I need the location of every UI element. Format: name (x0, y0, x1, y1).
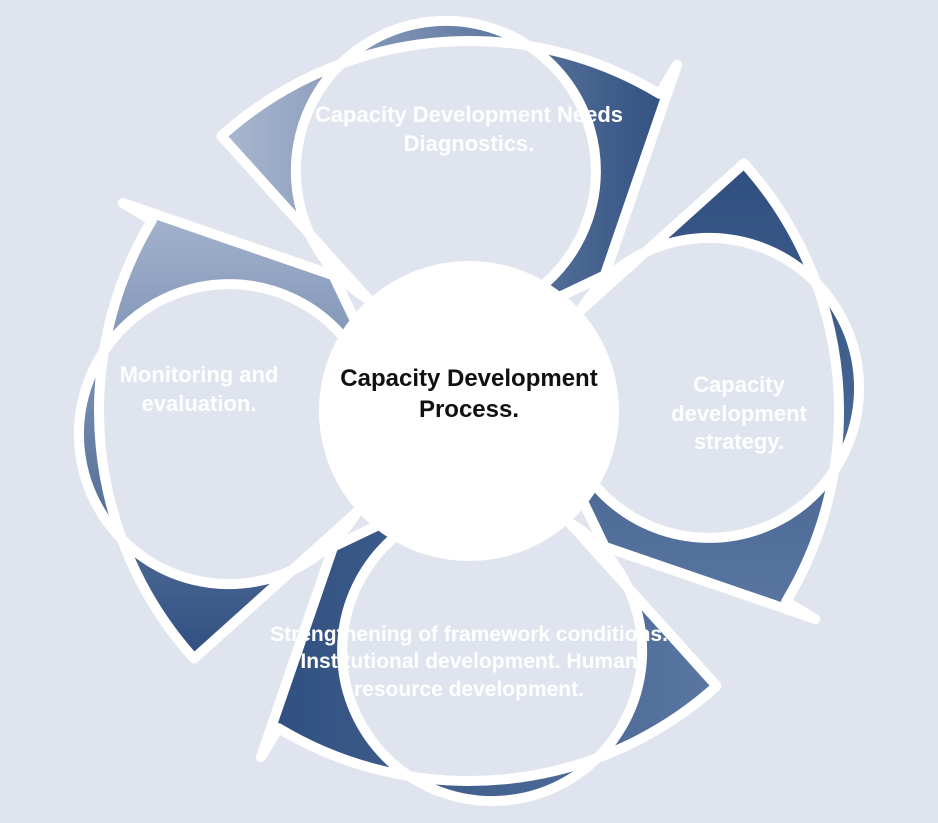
cycle-diagram: Capacity Development Process. Capacity D… (0, 0, 938, 823)
cycle-svg (0, 0, 938, 823)
center-circle (319, 261, 619, 561)
